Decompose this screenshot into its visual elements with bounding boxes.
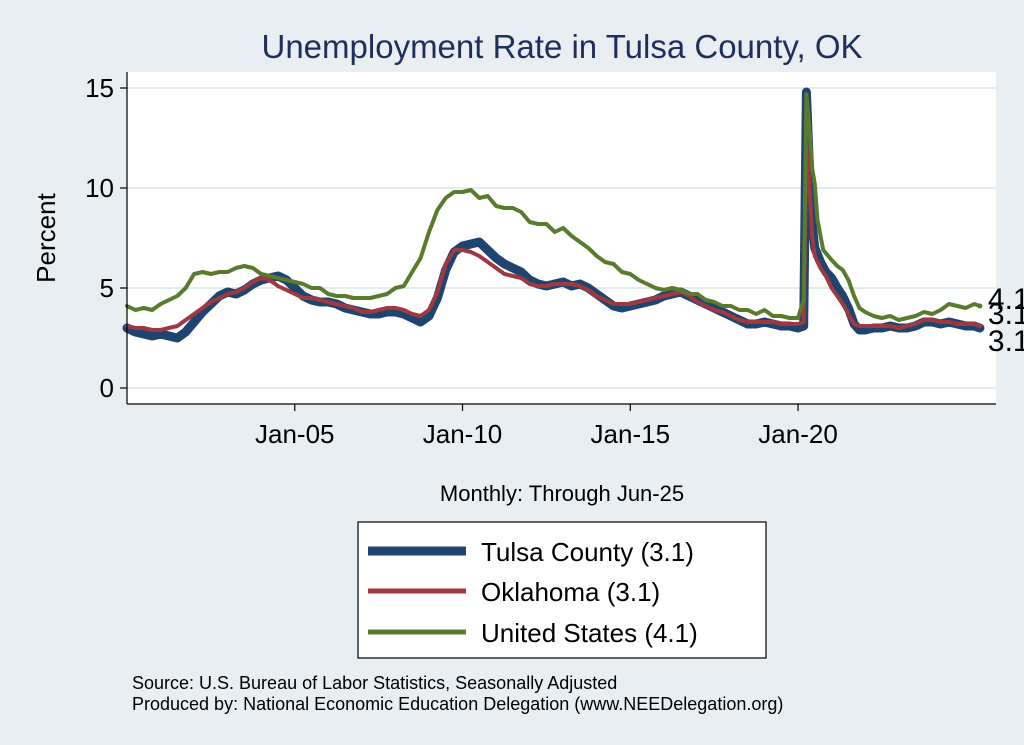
end-point-oklahoma [977,323,983,329]
end-label-oklahoma: 3.1 [988,298,1024,331]
y-tick-label-10: 10 [85,173,114,203]
axis-ticks: 0 5 10 15 Jan-05 Jan-10 Jan-15 Jan-20 [85,73,838,449]
y-tick-label-15: 15 [85,73,114,103]
x-tick-label-Jan-20: Jan-20 [758,419,838,449]
legend-label-oklahoma: Oklahoma (3.1) [481,577,660,607]
end-label-tulsa: 3.1 [988,325,1024,358]
x-tick-label-Jan-15: Jan-15 [591,419,671,449]
x-tick-label-Jan-05: Jan-05 [255,419,335,449]
legend-label-tulsa: Tulsa County (3.1) [481,537,694,567]
chart-title: Unemployment Rate in Tulsa County, OK [262,28,863,65]
x-axis-label: Monthly: Through Jun-25 [440,481,684,506]
source-note: Source: U.S. Bureau of Labor Statistics,… [132,673,617,693]
legend-label-us: United States (4.1) [481,618,698,648]
legend: Tulsa County (3.1) Oklahoma (3.1) United… [357,521,767,659]
end-label-us: 4.1 [988,283,1024,316]
series-line-oklahoma [125,146,982,332]
series-line-us [125,92,982,322]
x-tick-label-Jan-10: Jan-10 [423,419,503,449]
end-labels: 3.13.14.1 [977,283,1024,358]
end-point-us [977,303,983,309]
y-axis-label: Percent [31,192,61,282]
y-tick-label-5: 5 [100,273,114,303]
y-tick-label-0: 0 [100,373,114,403]
plot-area [127,72,996,404]
series-lines [122,87,985,343]
produced-by-note: Produced by: National Economic Education… [132,694,783,714]
